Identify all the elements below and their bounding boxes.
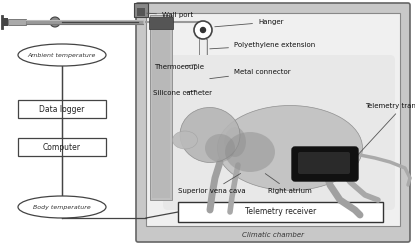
FancyBboxPatch shape — [163, 55, 395, 210]
Text: Ambient temperature: Ambient temperature — [28, 52, 96, 58]
Text: Climatic chamber: Climatic chamber — [242, 232, 304, 238]
Text: Metal connector: Metal connector — [210, 69, 290, 79]
Bar — [137, 8, 145, 16]
Circle shape — [50, 17, 60, 27]
Bar — [200, 69, 206, 89]
FancyBboxPatch shape — [136, 3, 410, 242]
Ellipse shape — [224, 127, 246, 157]
Text: Telemetry receiver: Telemetry receiver — [245, 208, 316, 216]
Bar — [199, 39, 207, 105]
Ellipse shape — [225, 132, 275, 172]
Text: Hanger: Hanger — [215, 19, 283, 27]
Text: Superior vena cava: Superior vena cava — [178, 174, 246, 194]
Text: Data logger: Data logger — [39, 104, 85, 114]
Bar — [149, 17, 173, 29]
Text: Telemetry transmitter: Telemetry transmitter — [357, 103, 415, 156]
Ellipse shape — [173, 131, 198, 149]
FancyBboxPatch shape — [292, 147, 358, 181]
Text: Silicone catheter: Silicone catheter — [153, 90, 212, 96]
Circle shape — [53, 20, 57, 24]
Bar — [152, 17, 170, 198]
FancyBboxPatch shape — [18, 100, 106, 118]
Bar — [150, 15, 172, 200]
Text: Right atrium: Right atrium — [265, 174, 312, 194]
Circle shape — [194, 21, 212, 39]
Bar — [2, 18, 8, 26]
Bar — [134, 3, 148, 17]
FancyBboxPatch shape — [298, 152, 350, 174]
Ellipse shape — [205, 134, 235, 162]
Ellipse shape — [217, 106, 362, 190]
FancyBboxPatch shape — [146, 13, 400, 226]
Text: Body temperature: Body temperature — [33, 204, 91, 210]
Bar — [8, 19, 26, 25]
Bar — [200, 39, 206, 69]
Text: Computer: Computer — [43, 142, 81, 152]
FancyBboxPatch shape — [178, 202, 383, 222]
Ellipse shape — [18, 44, 106, 66]
Text: Polyethylene extension: Polyethylene extension — [210, 42, 315, 49]
Ellipse shape — [18, 196, 106, 218]
Ellipse shape — [180, 108, 240, 162]
Circle shape — [200, 28, 205, 32]
FancyBboxPatch shape — [18, 138, 106, 156]
Text: Wall port: Wall port — [147, 12, 193, 18]
Text: Thermocouple: Thermocouple — [154, 64, 204, 70]
